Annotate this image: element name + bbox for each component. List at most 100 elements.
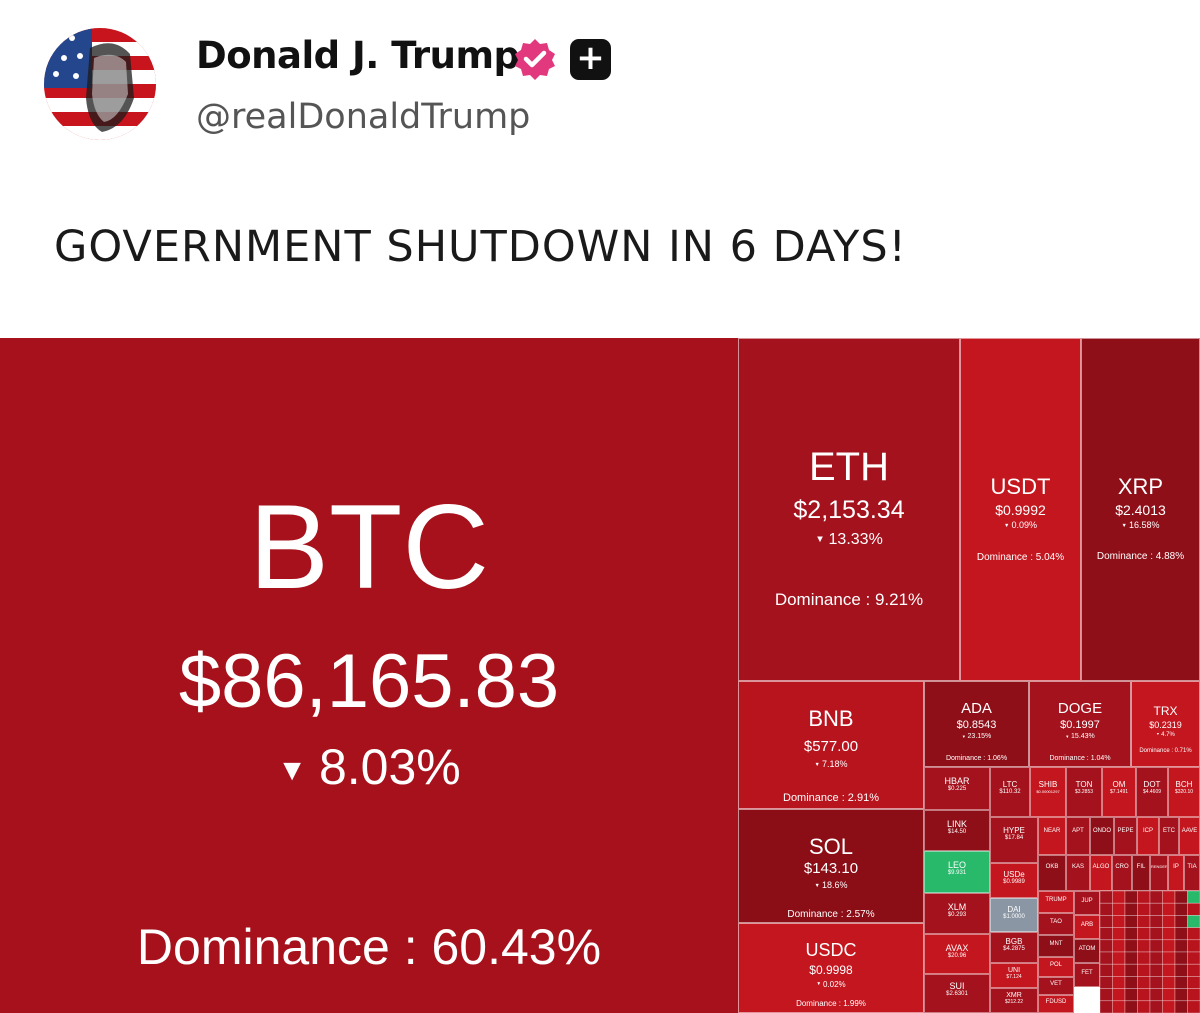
tile-hype[interactable]: HYPE $17.84 [990, 817, 1038, 863]
micro-tile[interactable] [1099, 939, 1113, 953]
tile-dai[interactable]: DAI $1.0000 [990, 898, 1038, 932]
micro-tile[interactable] [1137, 890, 1151, 904]
tile-okb[interactable]: OKB [1038, 855, 1066, 891]
micro-tile[interactable] [1099, 1000, 1113, 1013]
display-name[interactable]: Donald J. Trump [196, 34, 520, 77]
micro-tile[interactable] [1174, 915, 1188, 928]
micro-tile[interactable] [1174, 963, 1188, 977]
micro-tile[interactable] [1137, 988, 1151, 1002]
micro-tile[interactable] [1137, 951, 1151, 965]
micro-tile[interactable] [1112, 963, 1126, 977]
tile-usdt[interactable]: USDT $0.9992 ▼ 0.09% Dominance : 5.04% [960, 338, 1081, 681]
tile-ondo[interactable]: ONDO [1090, 817, 1114, 855]
micro-tile[interactable] [1112, 976, 1126, 989]
micro-tile[interactable] [1112, 988, 1126, 1002]
micro-tile[interactable] [1162, 915, 1176, 928]
micro-tile[interactable] [1112, 951, 1126, 965]
micro-tile[interactable] [1174, 976, 1188, 989]
tile-bgb[interactable]: BGB $4.2875 [990, 932, 1038, 963]
tile-trx[interactable]: TRX $0.2319 ▼4.7% Dominance : 0.71% [1131, 681, 1200, 767]
micro-tile[interactable] [1099, 927, 1113, 941]
tile-uni[interactable]: UNI $7.124 [990, 963, 1038, 988]
tile-ltc[interactable]: LTC $110.32 [990, 767, 1030, 817]
tile-arb[interactable]: ARB [1074, 915, 1100, 939]
micro-tile[interactable] [1137, 902, 1151, 916]
micro-tile[interactable] [1162, 927, 1176, 941]
tile-btc[interactable]: BTC $86,165.83 ▼ 8.03% Dominance : 60.43% [0, 338, 738, 1013]
tile-xlm[interactable]: XLM $0.293 [924, 893, 990, 934]
tile-jup[interactable]: JUP [1074, 891, 1100, 915]
micro-tile[interactable] [1187, 963, 1200, 977]
micro-tile[interactable] [1099, 902, 1113, 916]
micro-tile[interactable] [1162, 939, 1176, 953]
micro-tile[interactable] [1149, 902, 1163, 916]
micro-tile[interactable] [1187, 902, 1200, 916]
tile-render[interactable]: RENDER [1150, 855, 1168, 891]
micro-tile[interactable] [1137, 1000, 1151, 1013]
micro-tile[interactable] [1137, 927, 1151, 941]
tile-algo[interactable]: ALGO [1090, 855, 1112, 891]
handle[interactable]: @realDonaldTrump [196, 97, 531, 137]
tile-usde[interactable]: USDe $0.9989 [990, 863, 1038, 898]
micro-tile[interactable] [1137, 939, 1151, 953]
tile-sol[interactable]: SOL $143.10 ▼ 18.6% Dominance : 2.57% [738, 809, 924, 923]
micro-tile[interactable] [1162, 976, 1176, 989]
micro-tile[interactable] [1112, 927, 1126, 941]
micro-tile[interactable] [1149, 988, 1163, 1002]
micro-tile[interactable] [1187, 927, 1200, 941]
micro-tile[interactable] [1162, 890, 1176, 904]
micro-tile[interactable] [1124, 951, 1138, 965]
micro-tile[interactable] [1099, 915, 1113, 928]
micro-tile[interactable] [1162, 951, 1176, 965]
tile-doge[interactable]: DOGE $0.1997 ▼ 15.43% Dominance : 1.04% [1029, 681, 1131, 767]
tile-dot[interactable]: DOT $4.4609 [1136, 767, 1168, 817]
micro-tile[interactable] [1187, 890, 1200, 904]
micro-tile[interactable] [1099, 890, 1113, 904]
tile-pepe[interactable]: PEPE [1114, 817, 1137, 855]
micro-tile[interactable] [1174, 902, 1188, 916]
tile-trump[interactable]: TRUMP [1038, 891, 1074, 913]
tile-tao[interactable]: TAO [1038, 913, 1074, 935]
avatar[interactable] [44, 28, 156, 140]
tile-hbar[interactable]: HBAR $0.225 [924, 767, 990, 810]
tile-fet[interactable]: FET [1074, 963, 1100, 987]
tile-pol[interactable]: POL [1038, 957, 1074, 977]
micro-tile[interactable] [1162, 988, 1176, 1002]
tile-eth[interactable]: ETH $2,153.34 ▼ 13.33% Dominance : 9.21% [738, 338, 960, 681]
micro-tile[interactable] [1099, 951, 1113, 965]
tile-atom[interactable]: ATOM [1074, 939, 1100, 963]
micro-tile[interactable] [1162, 963, 1176, 977]
micro-tile[interactable] [1124, 915, 1138, 928]
micro-tile[interactable] [1174, 939, 1188, 953]
tile-kas[interactable]: KAS [1066, 855, 1090, 891]
micro-tile[interactable] [1137, 915, 1151, 928]
tile-om[interactable]: OM $7.1491 [1102, 767, 1136, 817]
micro-tile[interactable] [1112, 915, 1126, 928]
tile-shib[interactable]: SHIB $0.00001297 [1030, 767, 1066, 817]
micro-tile[interactable] [1112, 939, 1126, 953]
micro-tile[interactable] [1174, 951, 1188, 965]
micro-tile[interactable] [1099, 976, 1113, 989]
micro-tile[interactable] [1137, 963, 1151, 977]
tile-link[interactable]: LINK $14.50 [924, 810, 990, 851]
micro-tile[interactable] [1099, 988, 1113, 1002]
micro-tile[interactable] [1187, 976, 1200, 989]
micro-tile[interactable] [1149, 1000, 1163, 1013]
tile-cro[interactable]: CRO [1112, 855, 1132, 891]
tile-ton[interactable]: TON $3.2853 [1066, 767, 1102, 817]
tile-ada[interactable]: ADA $0.8543 ▼ 23.15% Dominance : 1.06% [924, 681, 1029, 767]
tile-ip[interactable]: IP [1168, 855, 1184, 891]
micro-tile[interactable] [1124, 890, 1138, 904]
micro-tile[interactable] [1112, 1000, 1126, 1013]
micro-tile[interactable] [1149, 890, 1163, 904]
tile-vet[interactable]: VET [1038, 977, 1074, 995]
micro-tile[interactable] [1112, 890, 1126, 904]
tile-avax[interactable]: AVAX $20.96 [924, 934, 990, 974]
tile-usdc[interactable]: USDC $0.9998 ▼ 0.02% Dominance : 1.99% [738, 923, 924, 1013]
tile-leo[interactable]: LEO $9.931 [924, 851, 990, 893]
tile-near[interactable]: NEAR [1038, 817, 1066, 855]
tile-mnt[interactable]: MNT [1038, 935, 1074, 957]
tile-icp[interactable]: ICP [1137, 817, 1159, 855]
micro-tile[interactable] [1187, 951, 1200, 965]
tile-fil[interactable]: FIL [1132, 855, 1150, 891]
